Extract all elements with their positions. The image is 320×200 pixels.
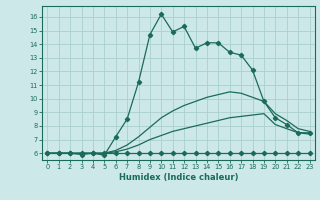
X-axis label: Humidex (Indice chaleur): Humidex (Indice chaleur) — [119, 173, 238, 182]
